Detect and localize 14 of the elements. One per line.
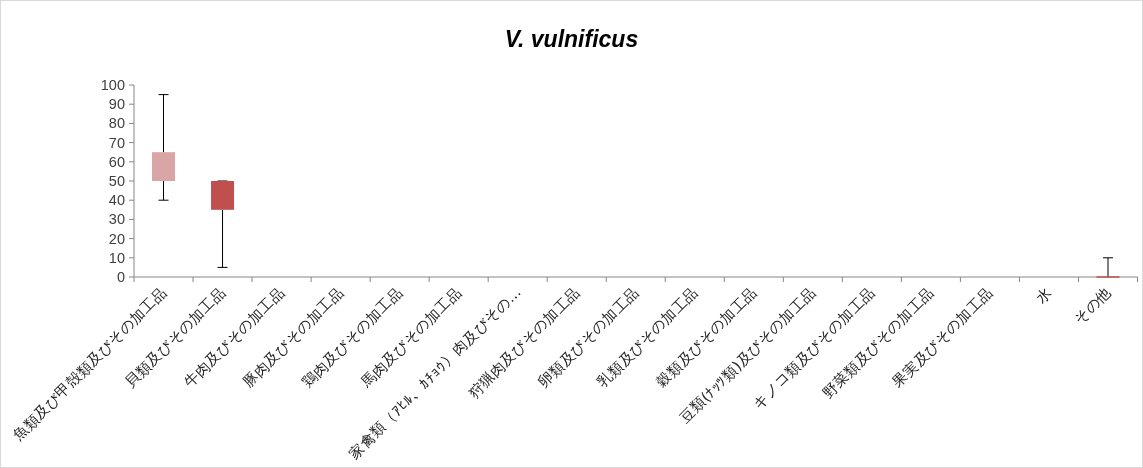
chart-title: V. vulnificus [504,26,639,52]
y-tick-label: 10 [108,249,125,266]
y-tick-label: 60 [108,153,125,170]
y-tick-label: 70 [108,134,125,151]
y-tick-label: 40 [108,192,125,209]
y-tick-label: 90 [108,96,125,113]
y-tick-label: 0 [116,269,125,285]
y-tick-label: 100 [100,77,125,93]
y-tick-label: 20 [108,230,125,247]
y-tick-label: 30 [108,211,125,228]
x-tick-label: 水 [1033,283,1056,306]
y-tick-label: 50 [108,173,125,189]
x-tick-label: その他 [1070,283,1115,327]
y-tick-label: 80 [108,115,125,132]
